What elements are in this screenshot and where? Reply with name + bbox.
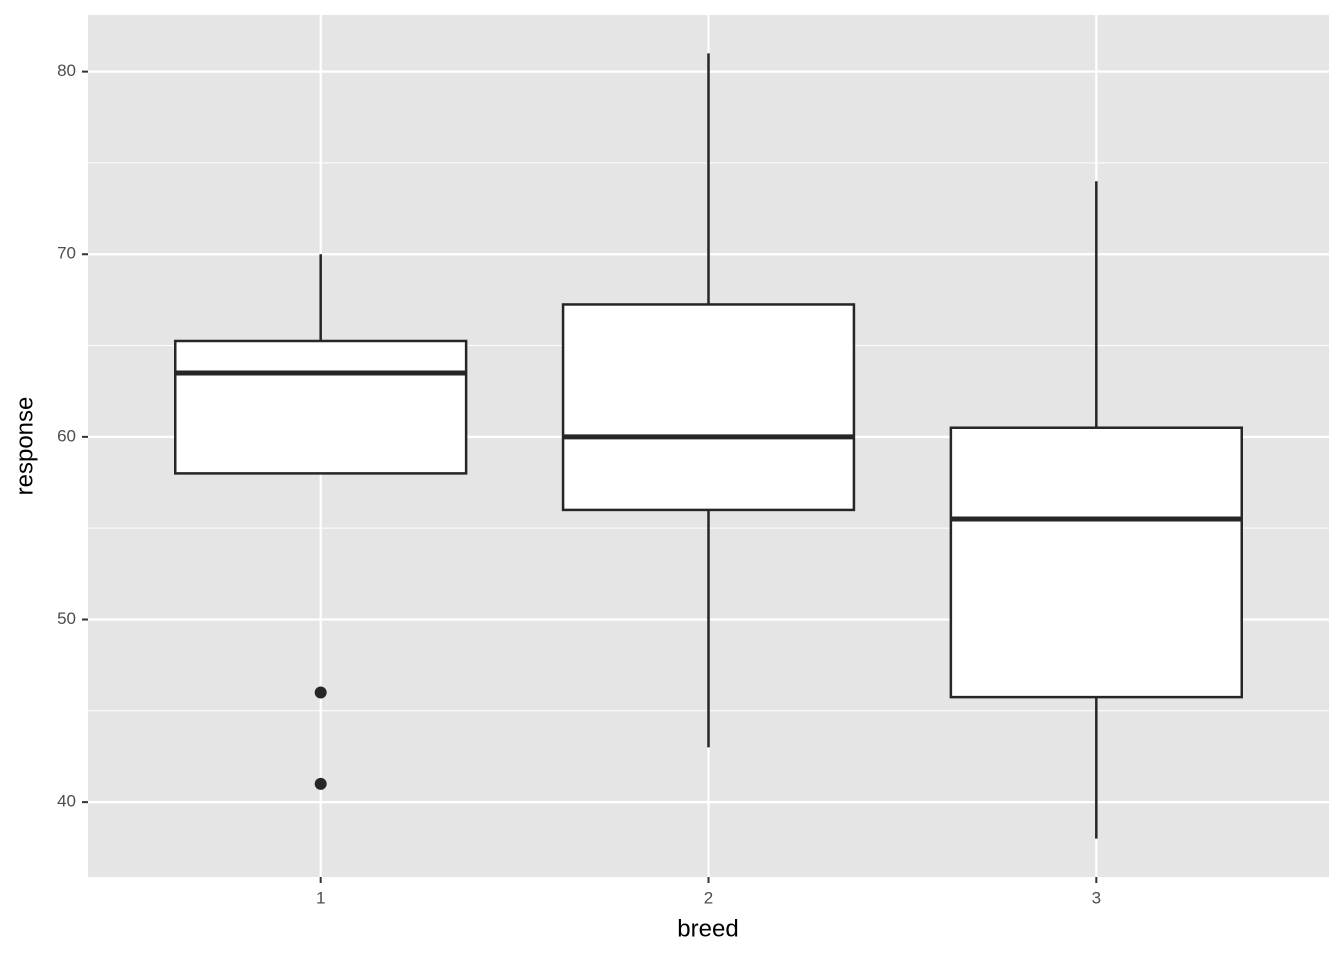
- box: [174, 339, 468, 475]
- outlier: [314, 686, 327, 699]
- box: [949, 426, 1243, 699]
- outlier: [314, 777, 327, 790]
- y-tick-label: 80: [57, 61, 76, 80]
- y-axis-title: response: [11, 397, 38, 496]
- box: [561, 303, 856, 512]
- y-tick-label: 50: [57, 609, 76, 628]
- x-tick-label: 1: [316, 888, 325, 907]
- x-tick-label: 2: [704, 888, 713, 907]
- x-axis-title: breed: [677, 915, 738, 942]
- y-tick-label: 40: [57, 792, 76, 811]
- y-tick-label: 70: [57, 244, 76, 263]
- y-tick-label: 60: [57, 426, 76, 445]
- x-tick-label: 3: [1092, 888, 1101, 907]
